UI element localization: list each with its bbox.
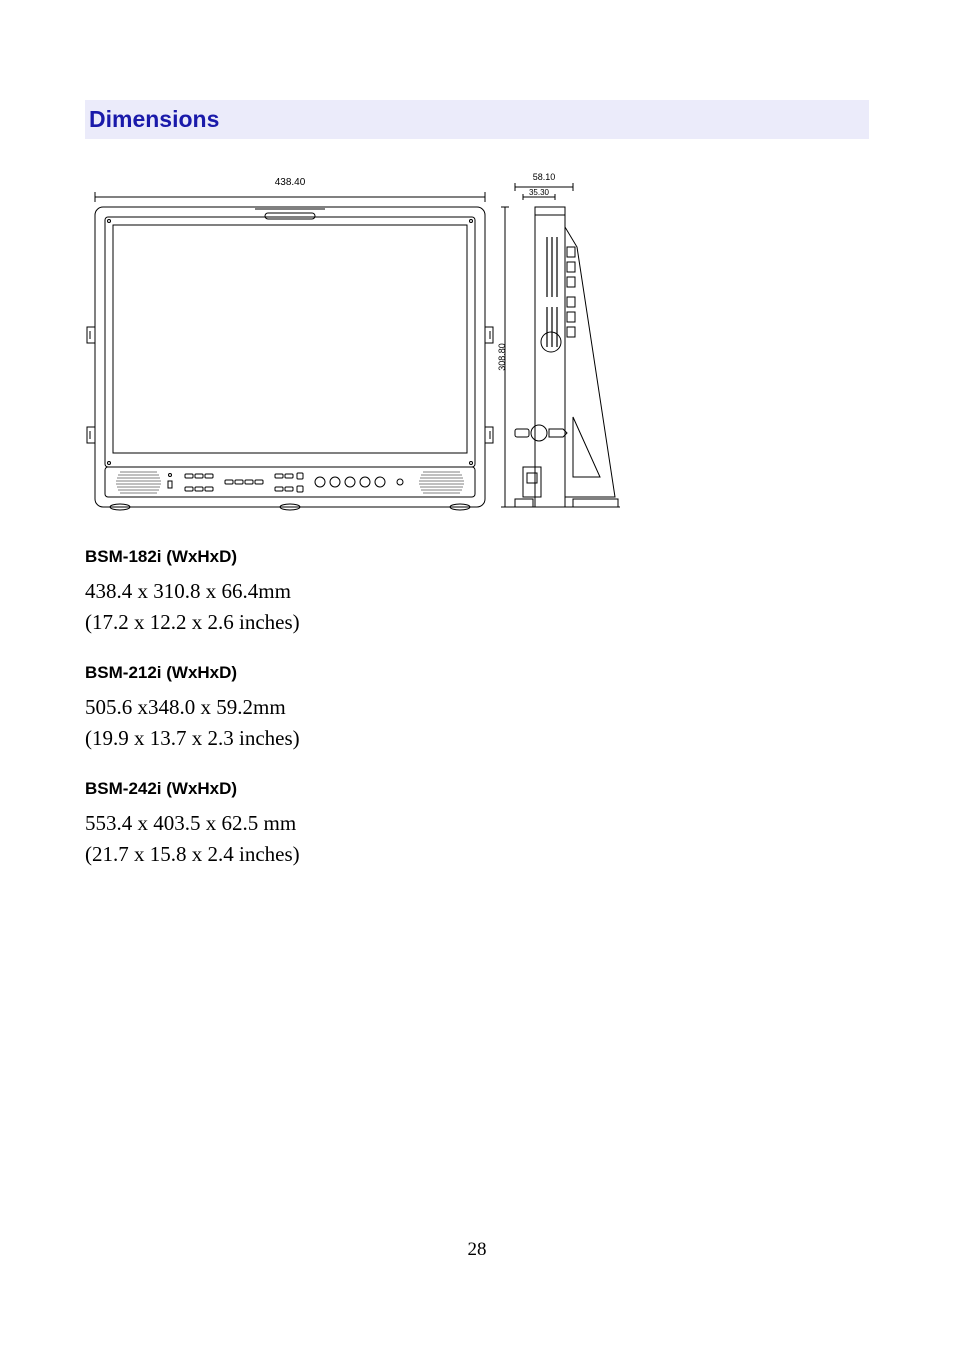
model-block-212i: BSM-212i (WxHxD) 505.6 x348.0 x 59.2mm (… — [85, 663, 869, 751]
dimension-mm: 553.4 x 403.5 x 62.5 mm — [85, 811, 869, 836]
dimension-in: (21.7 x 15.8 x 2.4 inches) — [85, 842, 869, 867]
model-label: BSM-182i (WxHxD) — [85, 547, 869, 567]
dimension-mm: 438.4 x 310.8 x 66.4mm — [85, 579, 869, 604]
dimension-mm: 505.6 x348.0 x 59.2mm — [85, 695, 869, 720]
section-heading: Dimensions — [85, 100, 869, 139]
svg-text:58.10: 58.10 — [533, 172, 556, 182]
model-label: BSM-212i (WxHxD) — [85, 663, 869, 683]
svg-text:438.40: 438.40 — [275, 177, 306, 188]
model-block-182i: BSM-182i (WxHxD) 438.4 x 310.8 x 66.4mm … — [85, 547, 869, 635]
dimension-in: (17.2 x 12.2 x 2.6 inches) — [85, 610, 869, 635]
dimensions-diagram: 438.40 — [85, 167, 869, 517]
svg-text:35.30: 35.30 — [529, 188, 550, 197]
dimension-in: (19.9 x 13.7 x 2.3 inches) — [85, 726, 869, 751]
model-block-242i: BSM-242i (WxHxD) 553.4 x 403.5 x 62.5 mm… — [85, 779, 869, 867]
page-number: 28 — [0, 1239, 954, 1261]
svg-text:308.80: 308.80 — [497, 343, 507, 371]
model-label: BSM-242i (WxHxD) — [85, 779, 869, 799]
